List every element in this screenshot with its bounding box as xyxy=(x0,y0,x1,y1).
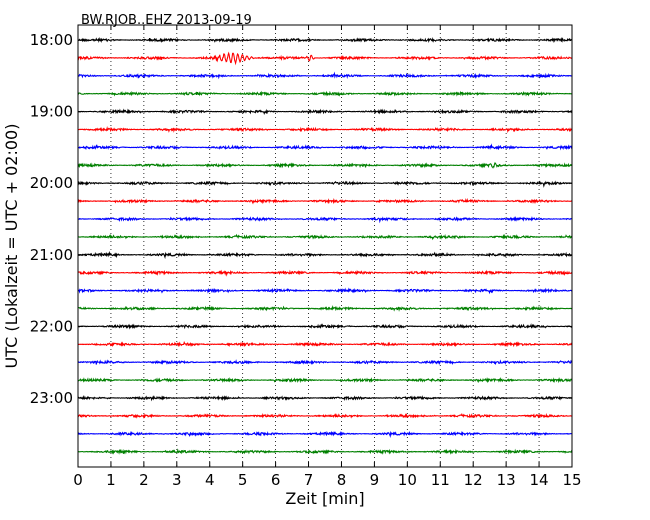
x-tick-label-5: 5 xyxy=(238,471,248,489)
trace-5 xyxy=(77,125,573,134)
trace-12 xyxy=(77,250,573,260)
x-tick-label-2: 2 xyxy=(139,471,149,489)
trace-9 xyxy=(77,197,573,205)
x-tick-label-0: 0 xyxy=(73,471,83,489)
plot-frame xyxy=(77,24,573,468)
chart-title: BW.RJOB..EHZ 2013-09-19 xyxy=(81,13,252,28)
x-tick-label-13: 13 xyxy=(497,471,516,489)
x-tick-label-14: 14 xyxy=(530,471,549,489)
grid-lines xyxy=(110,25,540,467)
x-tick-label-12: 12 xyxy=(464,471,483,489)
y-tick-label-19:00: 19:00 xyxy=(30,103,73,121)
trace-21 xyxy=(77,412,573,419)
y-tick-label-22:00: 22:00 xyxy=(30,317,73,335)
x-tick-label-10: 10 xyxy=(398,471,417,489)
trace-17 xyxy=(77,340,573,348)
trace-20 xyxy=(77,395,573,402)
trace-19 xyxy=(77,376,573,384)
trace-10 xyxy=(77,215,573,224)
trace-4 xyxy=(77,108,573,115)
trace-8 xyxy=(77,180,573,188)
x-axis-label: Zeit [min] xyxy=(285,489,364,508)
tick-marks xyxy=(77,25,573,467)
x-tick-label-4: 4 xyxy=(205,471,215,489)
trace-1 xyxy=(77,51,573,66)
x-tick-label-6: 6 xyxy=(271,471,281,489)
trace-11 xyxy=(77,233,573,241)
trace-14 xyxy=(77,287,573,295)
trace-3 xyxy=(77,90,573,97)
trace-22 xyxy=(77,430,573,439)
y-tick-label-23:00: 23:00 xyxy=(30,389,73,407)
trace-18 xyxy=(77,359,573,366)
x-tick-label-7: 7 xyxy=(304,471,314,489)
traces-group xyxy=(77,36,573,455)
trace-7 xyxy=(77,162,573,169)
trace-2 xyxy=(77,71,573,80)
trace-23 xyxy=(77,448,573,455)
x-tick-label-15: 15 xyxy=(562,471,581,489)
x-tick-label-1: 1 xyxy=(106,471,116,489)
y-tick-label-18:00: 18:00 xyxy=(30,31,73,49)
x-tick-label-3: 3 xyxy=(172,471,182,489)
trace-16 xyxy=(77,323,573,330)
trace-15 xyxy=(77,305,573,312)
y-axis-label: UTC (Lokalzeit = UTC + 02:00) xyxy=(2,124,21,369)
trace-0 xyxy=(77,36,573,44)
x-tick-label-8: 8 xyxy=(337,471,347,489)
x-tick-label-9: 9 xyxy=(370,471,380,489)
trace-13 xyxy=(77,269,573,277)
y-tick-label-20:00: 20:00 xyxy=(30,174,73,192)
trace-6 xyxy=(77,143,573,151)
x-tick-label-11: 11 xyxy=(431,471,450,489)
y-tick-label-21:00: 21:00 xyxy=(30,246,73,264)
